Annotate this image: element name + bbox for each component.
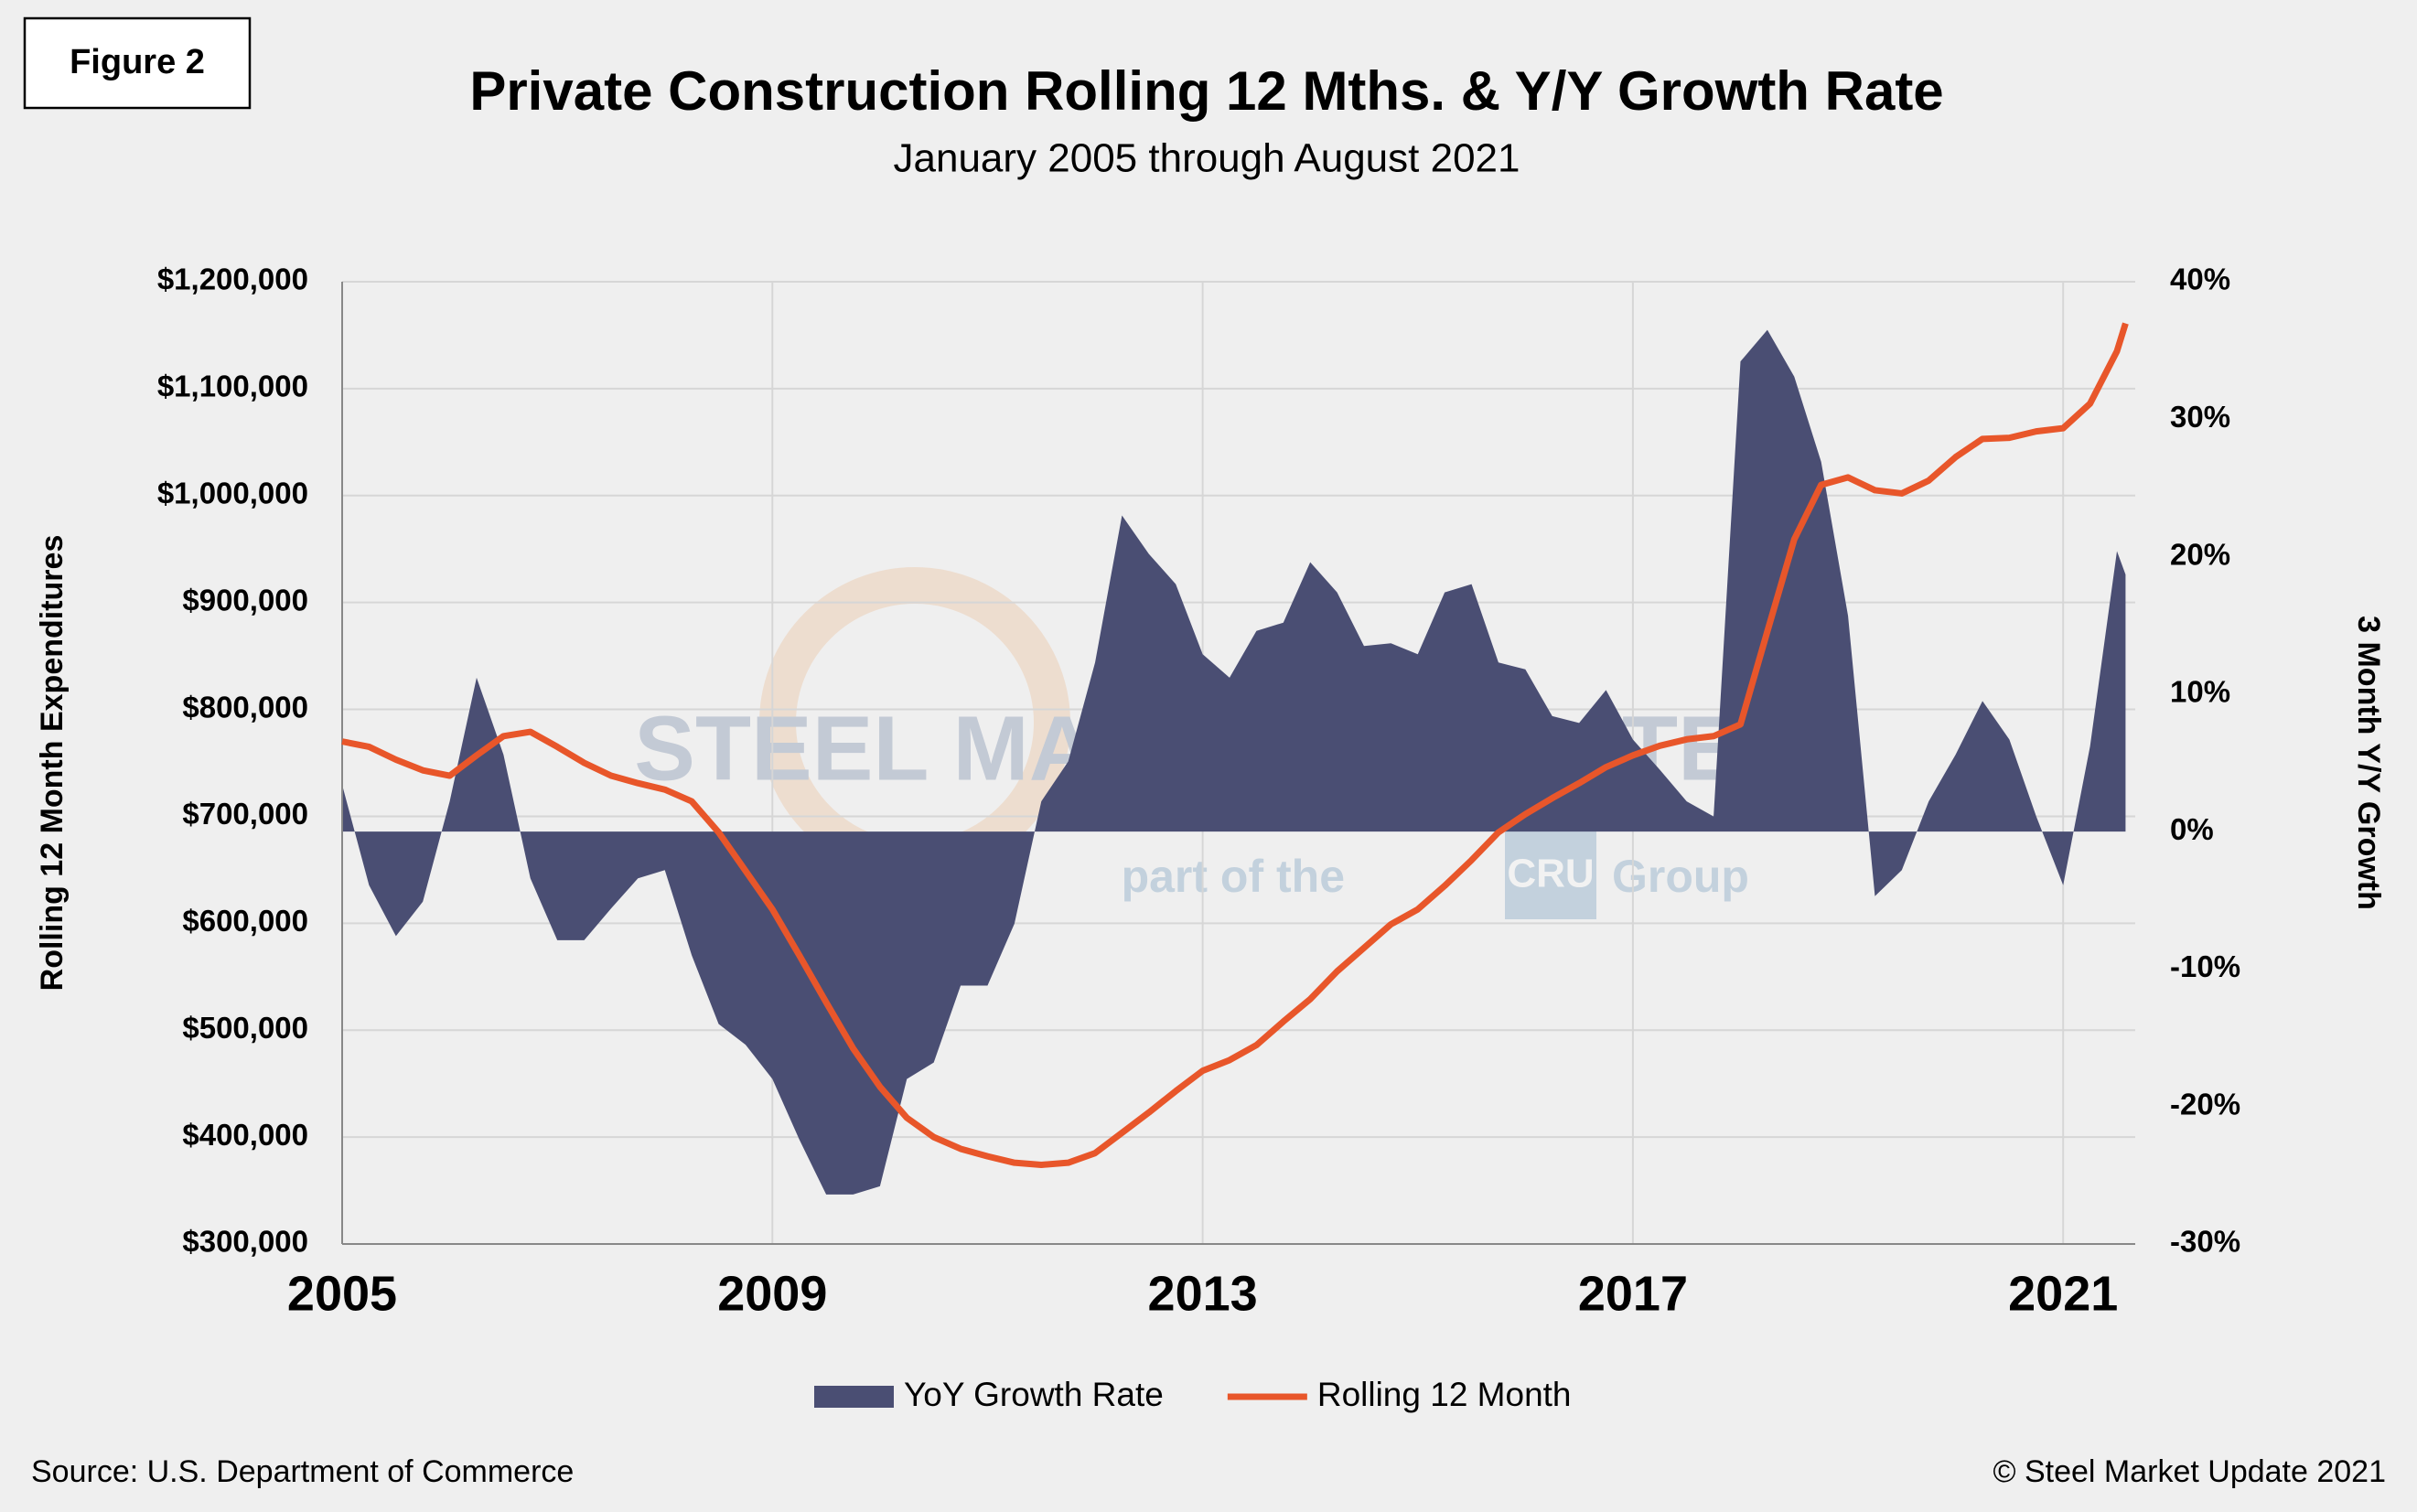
- y-tick-label: $800,000: [182, 690, 308, 724]
- y2-tick-label: 30%: [2170, 400, 2230, 434]
- y2-tick-label: -20%: [2170, 1087, 2240, 1121]
- x-tick-label: 2009: [717, 1266, 827, 1321]
- area: [342, 329, 2126, 1195]
- y2-tick-label: 20%: [2170, 537, 2230, 571]
- y-tick-label: $1,100,000: [157, 370, 308, 403]
- watermark-text: Group: [1612, 851, 1749, 902]
- copyright-note: © Steel Market Update 2021: [1993, 1454, 2386, 1489]
- chart-subtitle: January 2005 through August 2021: [894, 136, 1520, 181]
- chart-title: Private Construction Rolling 12 Mths. & …: [469, 60, 1943, 122]
- x-tick-label: 2005: [287, 1266, 397, 1321]
- y2-tick-label: -10%: [2170, 949, 2240, 983]
- legend-label: YoY Growth Rate: [904, 1376, 1164, 1413]
- y-tick-label: $300,000: [182, 1225, 308, 1259]
- figure-label: Figure 2: [70, 43, 205, 81]
- y-tick-label: $400,000: [182, 1118, 308, 1152]
- y-tick-label: $1,000,000: [157, 476, 308, 509]
- y2-tick-label: -30%: [2170, 1225, 2240, 1259]
- x-tick-label: 2021: [2008, 1266, 2118, 1321]
- y-tick-label: $900,000: [182, 583, 308, 617]
- y2-tick-label: 0%: [2170, 812, 2214, 846]
- y2-axis-title: 3 Month Y/Y Growth: [2351, 616, 2386, 910]
- line: [341, 322, 2129, 1168]
- source-note: Source: U.S. Department of Commerce: [31, 1454, 574, 1489]
- legend-label: Rolling 12 Month: [1317, 1376, 1572, 1413]
- watermark-cru: CRU: [1507, 852, 1594, 896]
- y2-tick-label: 40%: [2170, 263, 2230, 296]
- x-tick-label: 2017: [1578, 1266, 1688, 1321]
- y-tick-label: $1,200,000: [157, 263, 308, 296]
- plot-area: [341, 281, 2135, 1245]
- y-axis-title: Rolling 12 Month Expenditures: [35, 535, 70, 992]
- x-tick-label: 2013: [1148, 1266, 1258, 1321]
- legend-swatch: [814, 1386, 894, 1408]
- y2-tick-label: 10%: [2170, 675, 2230, 709]
- watermark-text: part of the: [1122, 851, 1345, 902]
- figure-label-box: [23, 16, 252, 110]
- y-tick-label: $500,000: [182, 1011, 308, 1045]
- watermark-box: [1505, 828, 1596, 919]
- y-tick-label: $600,000: [182, 904, 308, 938]
- y-tick-label: $700,000: [182, 797, 308, 831]
